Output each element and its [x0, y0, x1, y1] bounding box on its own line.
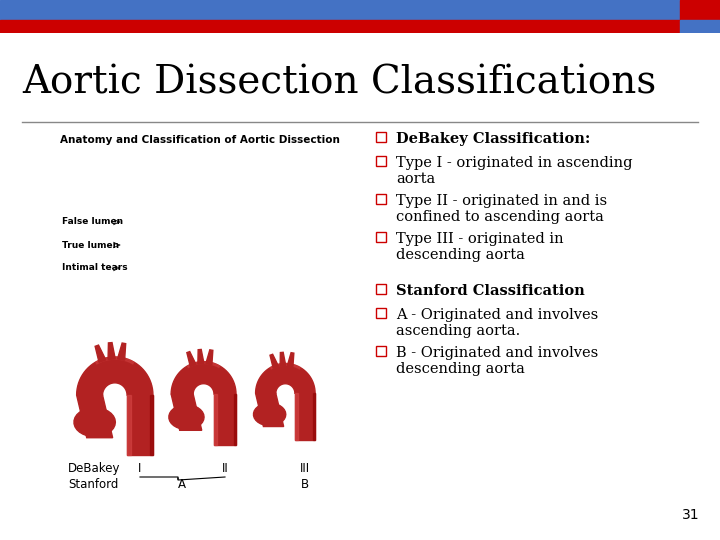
Text: 31: 31 [683, 508, 700, 522]
Polygon shape [253, 403, 286, 426]
Text: Anatomy and Classification of Aortic Dissection: Anatomy and Classification of Aortic Dis… [60, 135, 340, 145]
Polygon shape [127, 395, 130, 455]
Polygon shape [117, 343, 126, 360]
Text: A - Originated and involves
ascending aorta.: A - Originated and involves ascending ao… [396, 308, 598, 338]
Text: Aortic Dissection Classifications: Aortic Dissection Classifications [22, 65, 656, 102]
Bar [0, 20, 720, 33]
Text: II: II [222, 462, 228, 475]
Polygon shape [271, 363, 300, 369]
Polygon shape [313, 393, 315, 440]
Bar [680, 0, 720, 20]
Polygon shape [187, 352, 196, 367]
Polygon shape [214, 394, 236, 445]
Polygon shape [256, 393, 284, 427]
Polygon shape [206, 350, 213, 364]
Polygon shape [127, 395, 153, 455]
Polygon shape [76, 395, 112, 438]
Text: True lumen: True lumen [62, 240, 119, 249]
Text: I: I [138, 462, 142, 475]
Text: Type I - originated in ascending
aorta: Type I - originated in ascending aorta [396, 156, 632, 186]
Polygon shape [76, 357, 153, 395]
Polygon shape [287, 353, 294, 367]
Text: Type II - originated in and is
confined to ascending aorta: Type II - originated in and is confined … [396, 194, 607, 224]
Polygon shape [95, 345, 106, 362]
Polygon shape [169, 405, 204, 429]
Polygon shape [187, 362, 220, 368]
Text: Type III - originated in
descending aorta: Type III - originated in descending aort… [396, 232, 564, 262]
Polygon shape [198, 349, 204, 364]
Polygon shape [74, 408, 115, 437]
Polygon shape [233, 394, 236, 445]
Polygon shape [96, 357, 134, 364]
Polygon shape [214, 394, 217, 445]
Bar [0, 0, 720, 20]
Text: B - Originated and involves
descending aorta: B - Originated and involves descending a… [396, 346, 598, 376]
Polygon shape [280, 352, 286, 366]
Text: III: III [300, 462, 310, 475]
Text: Stanford: Stanford [68, 478, 118, 491]
Polygon shape [295, 393, 315, 440]
Polygon shape [171, 394, 202, 430]
Text: A: A [178, 478, 186, 491]
Polygon shape [270, 354, 279, 368]
Text: DeBakey Classification:: DeBakey Classification: [396, 132, 590, 146]
Polygon shape [150, 395, 153, 455]
Bar [680, 20, 720, 33]
Text: DeBakey: DeBakey [68, 462, 120, 475]
Polygon shape [295, 393, 297, 440]
Polygon shape [171, 362, 236, 394]
Polygon shape [256, 363, 315, 393]
Text: Stanford Classification: Stanford Classification [396, 284, 585, 298]
Text: False lumen: False lumen [62, 218, 123, 226]
Polygon shape [108, 342, 115, 360]
Text: Intimal tears: Intimal tears [62, 264, 127, 273]
Text: B: B [301, 478, 309, 491]
